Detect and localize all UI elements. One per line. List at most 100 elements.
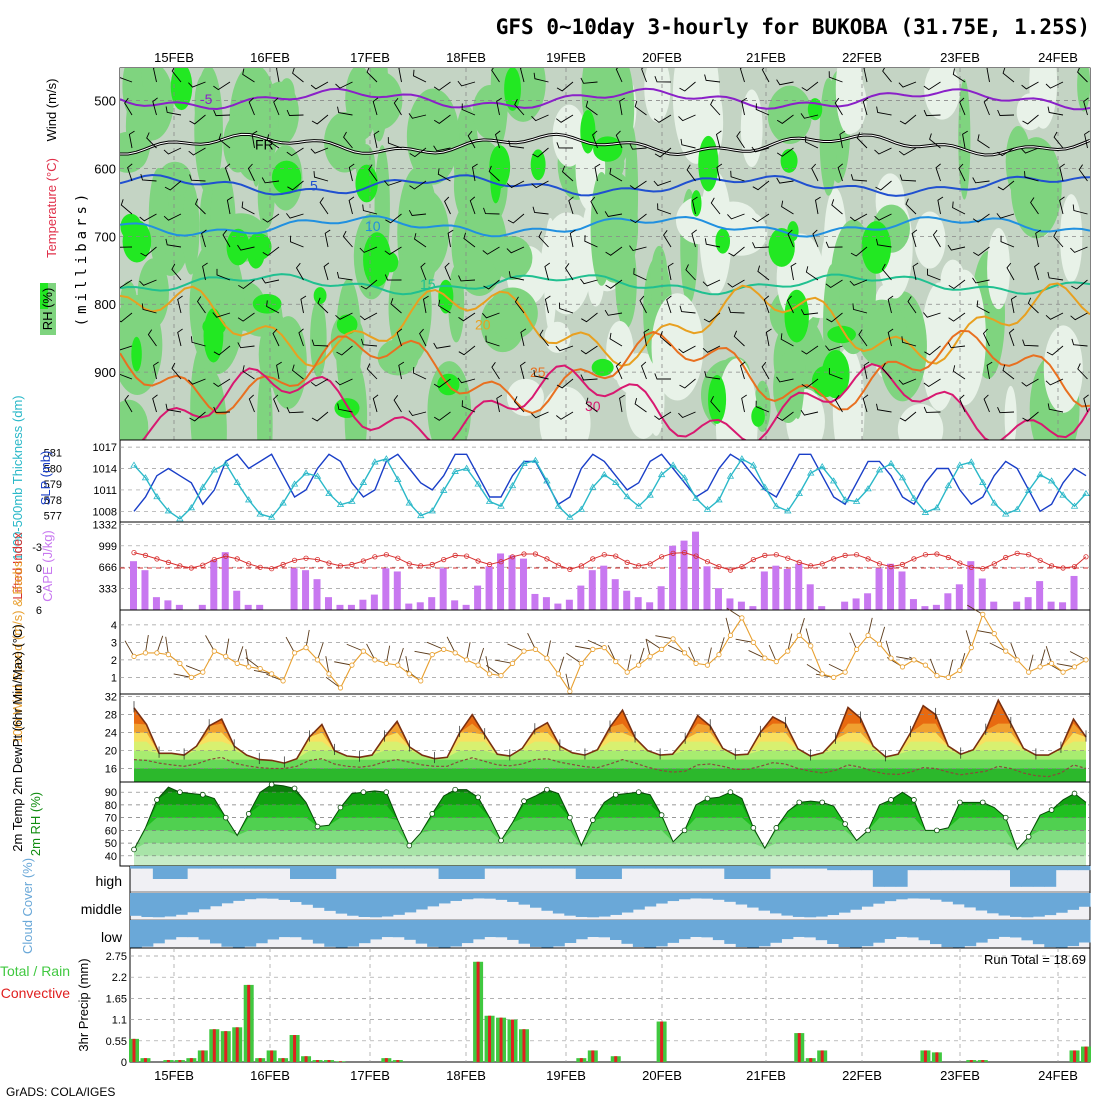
cloud-bar	[678, 866, 691, 869]
wind-barb	[372, 97, 379, 116]
cloud-bar	[1055, 893, 1068, 913]
wind-barb	[1070, 246, 1088, 253]
rh-region	[767, 85, 812, 144]
cloud-bar	[792, 920, 805, 937]
wind-barb	[273, 97, 280, 116]
thickness-marker	[1024, 486, 1033, 493]
wind-barb	[506, 180, 525, 188]
thickness-marker	[348, 497, 356, 504]
lifted-index-marker	[234, 556, 240, 562]
cloud-bar	[701, 893, 714, 899]
precip-convective-bar	[820, 1050, 824, 1062]
wind-speed-marker	[980, 611, 986, 617]
thickness-marker	[531, 456, 540, 463]
wind-barb	[765, 328, 772, 347]
thickness-marker	[634, 502, 643, 509]
wind-barb	[556, 81, 574, 92]
lifted-index-marker	[1014, 550, 1020, 556]
wind-barb	[703, 312, 721, 323]
precip-convective-bar	[143, 1058, 147, 1062]
lifted-index-marker	[819, 561, 825, 567]
wind-barb	[120, 279, 133, 289]
lifted-index-marker	[659, 554, 665, 560]
rh-marker	[612, 791, 619, 798]
wind-barb	[139, 279, 157, 286]
cape-bar	[141, 570, 149, 610]
wind-barb	[619, 394, 625, 413]
cloud-bar	[838, 920, 851, 948]
wind-speed-marker	[165, 652, 172, 658]
wind-speed-marker	[808, 643, 814, 649]
wind-speed-marker	[1048, 660, 1055, 666]
wind-barb	[141, 303, 157, 314]
cloud-bar	[747, 866, 760, 879]
pressure-tick-label: 900	[94, 365, 116, 380]
cape-bar	[1013, 601, 1021, 610]
cloud-bar	[347, 920, 360, 947]
bottom-date-label: 22FEB	[842, 1068, 882, 1083]
wind-barb	[741, 394, 747, 413]
wind-barb	[336, 271, 353, 281]
rh-high-region	[780, 148, 798, 173]
rh-high-region	[313, 287, 327, 305]
wind-barb	[146, 132, 157, 149]
wind-barb	[556, 142, 574, 149]
cloud-bar	[987, 866, 1000, 871]
rh-marker	[1002, 814, 1009, 821]
precip-convective-bar	[981, 1060, 985, 1062]
wind-barb	[776, 114, 794, 124]
wind-barb	[286, 109, 304, 116]
rh-region	[539, 386, 591, 440]
thickness-marker	[887, 459, 895, 467]
surface-wind-barb	[787, 633, 793, 652]
surface-wind-barb	[976, 630, 995, 635]
rh-tick-label: 60	[105, 825, 117, 837]
wind-speed-marker	[865, 632, 871, 638]
surface-wind-barb	[646, 639, 662, 650]
cloud-bar	[644, 920, 657, 948]
rh-region	[914, 211, 946, 269]
wind-barb	[213, 406, 231, 413]
precip-convective-bar	[511, 1019, 515, 1062]
wind-barb	[983, 97, 990, 116]
surface-wind-barb	[575, 645, 593, 650]
rh-region	[1004, 385, 1017, 440]
cloud-bar	[392, 920, 405, 938]
wind-barb	[120, 312, 133, 323]
cape-bar	[990, 601, 998, 610]
precip-convective-bar	[338, 1061, 342, 1062]
wind-barb	[630, 213, 647, 224]
wind-barb	[605, 279, 623, 289]
cloud-bar	[610, 893, 622, 915]
surface-wind-barb	[245, 649, 250, 667]
rh-marker	[337, 804, 344, 811]
rh-shading	[120, 68, 1090, 440]
wind-barb	[776, 147, 794, 157]
wind-barb	[679, 378, 696, 389]
cloud-bar	[918, 920, 931, 941]
wind-barb	[776, 79, 794, 86]
wind-barb	[887, 295, 894, 314]
cloud-bar	[712, 866, 725, 869]
cloud-bar	[952, 893, 965, 905]
wind-barb	[887, 328, 894, 347]
wind-barb	[242, 365, 255, 380]
wind-barb	[447, 229, 454, 248]
thickness-marker	[577, 505, 586, 512]
wind-barb	[286, 407, 304, 414]
cloud-bar	[450, 893, 462, 901]
rh-region	[958, 79, 971, 200]
wind-barb	[261, 277, 280, 284]
wind-barb	[348, 163, 355, 182]
wind-barb	[310, 81, 329, 90]
wind-speed-marker	[922, 662, 929, 668]
wind-barb	[433, 114, 451, 124]
cape-bar	[634, 597, 642, 610]
wind-barb	[812, 229, 819, 248]
wind-barb	[858, 329, 868, 347]
wind-barb	[482, 246, 500, 255]
surface-wind-barb	[768, 644, 777, 662]
rh-tick-label: 80	[105, 800, 117, 812]
wind-barb	[849, 213, 868, 222]
rh-region	[223, 114, 253, 173]
